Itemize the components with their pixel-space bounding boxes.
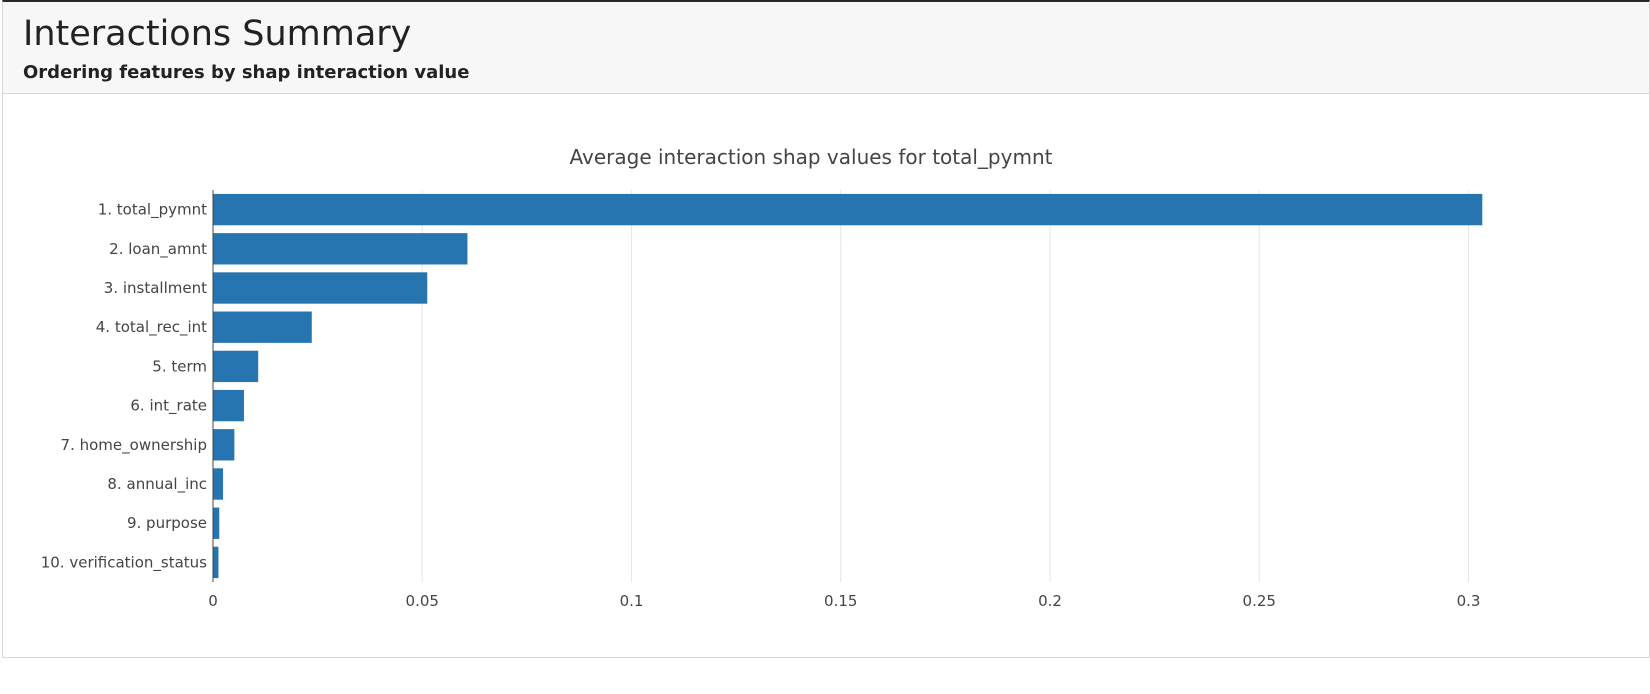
bar[interactable] — [213, 389, 244, 422]
bar[interactable] — [213, 233, 468, 265]
x-tick-label: 0.2 — [1038, 592, 1062, 610]
card-title: Interactions Summary — [23, 14, 412, 54]
x-tick-label: 0 — [208, 592, 218, 610]
y-tick-label: 9. purpose — [127, 514, 207, 532]
y-tick-label: 6. int_rate — [130, 397, 207, 416]
bar[interactable] — [213, 507, 220, 539]
x-tick-label: 0.3 — [1457, 592, 1481, 610]
x-tick-labels: 0 0.05 0.1 0.15 0.2 0.25 0.3 — [208, 592, 1480, 610]
y-tick-label: 7. home_ownership — [61, 436, 207, 455]
x-tick-label: 0.25 — [1243, 592, 1276, 610]
chart-container[interactable]: Average interaction shap values for tota… — [3, 94, 1649, 658]
card-subtitle: Ordering features by shap interaction va… — [23, 62, 470, 83]
y-tick-label: 8. annual_inc — [107, 475, 207, 494]
bars — [213, 193, 1483, 579]
bar[interactable] — [213, 350, 259, 383]
x-tick-label: 0.1 — [620, 592, 644, 610]
y-tick-labels: 1. total_pymnt 2. loan_amnt 3. installment… — [41, 201, 207, 573]
card-header: Interactions Summary Ordering features b… — [3, 2, 1649, 94]
bar[interactable] — [213, 193, 1483, 226]
bar[interactable] — [213, 311, 312, 343]
bar[interactable] — [213, 546, 219, 579]
bar[interactable] — [213, 272, 428, 304]
chart-title: Average interaction shap values for tota… — [570, 145, 1053, 169]
y-tick-label: 2. loan_amnt — [109, 240, 207, 259]
y-tick-label: 5. term — [152, 357, 207, 375]
y-tick-label: 10. verification_status — [41, 553, 207, 572]
y-tick-label: 4. total_rec_int — [96, 318, 207, 337]
x-tick-label: 0.05 — [406, 592, 439, 610]
bar[interactable] — [213, 429, 235, 461]
x-tick-label: 0.15 — [824, 592, 857, 610]
y-tick-label: 1. total_pymnt — [98, 201, 207, 220]
bar[interactable] — [213, 468, 224, 500]
gridlines — [421, 190, 1469, 582]
y-tick-label: 3. installment — [104, 279, 207, 297]
interactions-summary-card: Interactions Summary Ordering features b… — [2, 0, 1650, 658]
bar-chart[interactable]: Average interaction shap values for tota… — [3, 94, 1649, 658]
